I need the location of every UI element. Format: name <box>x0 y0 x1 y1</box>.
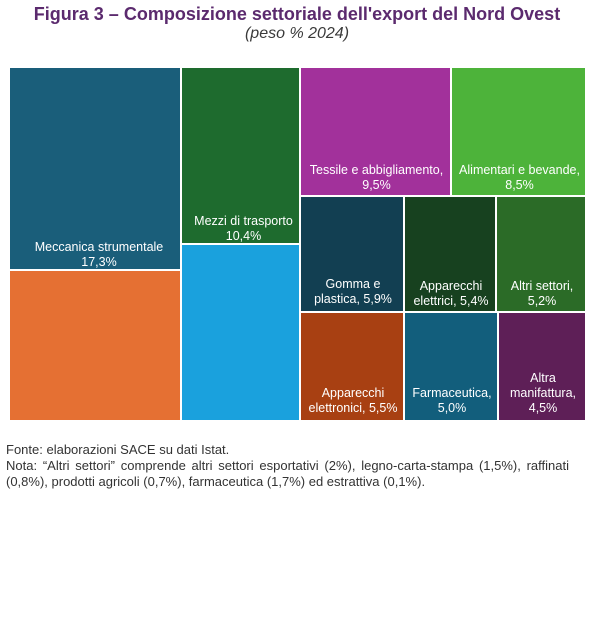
tile-value: elettronici, 5,5% <box>308 401 398 415</box>
tile-label: Prodotti chimici, 10,2% <box>186 563 301 593</box>
tile-value: 10,2% <box>225 578 262 592</box>
chart-subtitle: (peso % 2024) <box>244 25 350 42</box>
tile-label: Prodotti in metallo, 12,7% <box>14 604 156 619</box>
tile-value: plastica, 5,9% <box>314 292 392 306</box>
tile-apparecchi-elettronici: Apparecchi elettronici, 5,5% <box>300 312 404 421</box>
chart-footer: Fonte: elaborazioni SACE su dati Istat. … <box>6 442 569 490</box>
tile-label: Farmaceutica, 5,0% <box>409 386 495 416</box>
tile-value: 8,5% <box>505 178 534 192</box>
tile-label: Mezzi di trasporto 10,4% <box>186 214 301 244</box>
tile-value: 5,2% <box>527 294 557 308</box>
tile-label: Altra manifattura, 4,5% <box>503 371 583 416</box>
tile-label: Apparecchi elettronici, 5,5% <box>305 386 401 416</box>
tile-farmaceutica: Farmaceutica, 5,0% <box>404 312 498 421</box>
tile-name: manifattura, <box>509 386 576 400</box>
tile-label: Altri settori, 5,2% <box>501 279 583 309</box>
tile-value: 9,5% <box>362 178 391 192</box>
tile-value: Prodotti in metallo, 12,7% <box>14 604 157 618</box>
tile-prodotti-chimici: Prodotti chimici, 10,2% <box>181 244 300 592</box>
tile-prodotti-in-metallo: Prodotti in metallo, 12,7% <box>9 270 181 618</box>
tile-name: Mezzi di trasporto <box>194 214 293 228</box>
tile-altra-manifattura: Altra manifattura, 4,5% <box>498 312 586 421</box>
tile-tessile-e-abbigliamento: Tessile e abbigliamento, 9,5% <box>300 67 451 196</box>
chart-title: Figura 3 – Composizione settoriale dell'… <box>33 4 561 24</box>
tile-label: Tessile e abbigliamento, 9,5% <box>305 163 448 193</box>
tile-altri-settori: Altri settori, 5,2% <box>496 196 586 312</box>
tile-value: 10,4% <box>225 229 262 243</box>
tile-meccanica-strumentale: Meccanica strumentale 17,3% <box>9 67 181 270</box>
tile-alimentari-e-bevande: Alimentari e bevande, 8,5% <box>451 67 586 196</box>
tile-name: Prodotti chimici, <box>199 563 288 577</box>
tile-label: Alimentari e bevande, 8,5% <box>456 163 583 193</box>
tile-name: Alimentari e bevande, <box>459 163 580 177</box>
treemap-chart: Meccanica strumentale 17,3% Prodotti in me… <box>9 67 586 618</box>
tile-gomma-e-plastica: Gomma e plastica, 5,9% <box>300 196 404 312</box>
tile-value: 5,0% <box>437 401 467 415</box>
footnote: Nota: “Altri settori” comprende altri se… <box>6 458 569 489</box>
tile-name: Apparecchi <box>321 386 385 400</box>
tile-name: Gomma e <box>325 277 381 291</box>
tile-value: 17,3% <box>81 255 117 269</box>
source-note: Fonte: elaborazioni SACE su dati Istat. <box>6 442 230 457</box>
tile-name: Meccanica strumentale <box>34 240 164 254</box>
tile-name: Altri settori, <box>510 279 574 293</box>
tile-label: Meccanica strumentale 17,3% <box>14 240 184 270</box>
tile-label: Apparecchi elettrici, 5,4% <box>409 279 493 309</box>
tile-name: Apparecchi <box>419 279 483 293</box>
tile-label: Gomma e plastica, 5,9% <box>305 277 401 307</box>
tile-value: 4,5% <box>528 401 558 415</box>
tile-apparecchi-elettrici: Apparecchi elettrici, 5,4% <box>404 196 496 312</box>
tile-value: elettrici, 5,4% <box>413 294 489 308</box>
tile-name: Tessile e abbigliamento, <box>309 163 444 177</box>
tile-name: Farmaceutica, <box>412 386 492 400</box>
tile-mezzi-di-trasporto: Mezzi di trasporto 10,4% <box>181 67 300 244</box>
tile-name: Altra <box>530 371 556 385</box>
